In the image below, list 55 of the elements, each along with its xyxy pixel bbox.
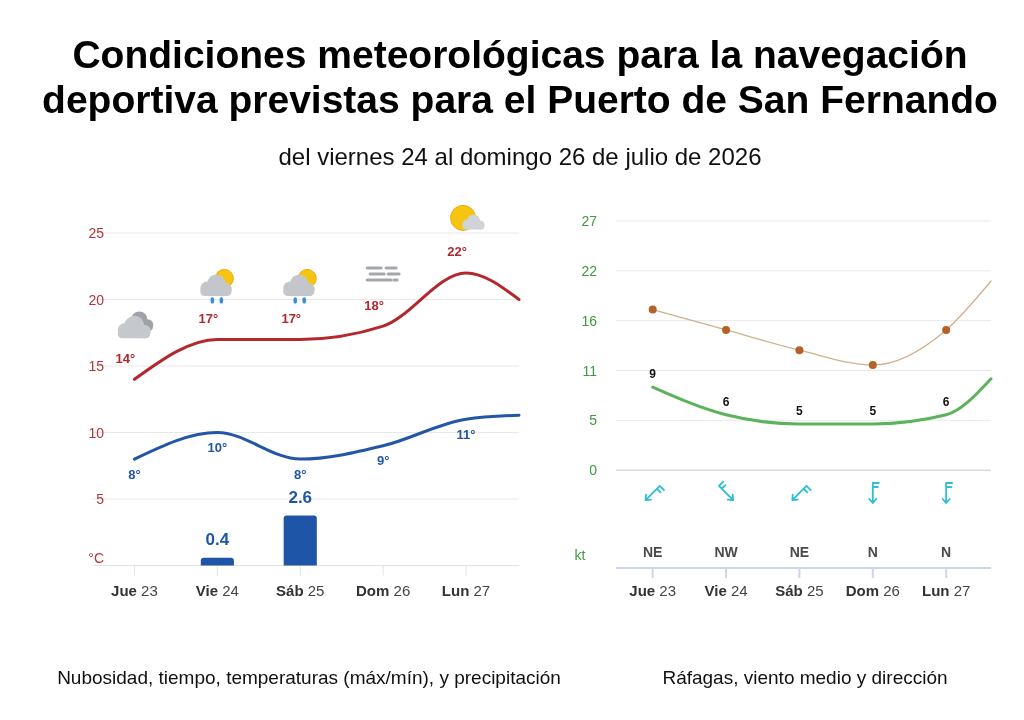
text: Nubosidad, tiempo, temperaturas (máx/mín), y precipitación [57, 667, 561, 688]
data-label: 18° [364, 297, 384, 313]
annotation: NE [642, 544, 663, 560]
data-label: 17° [198, 310, 219, 326]
x-tick-label: Lun 27 [441, 582, 491, 599]
y-tick-label: 27 [581, 213, 598, 229]
chart-title: Condiciones meteorológicas para la navegación deportiva previstas para el Puerto de San Fernando [42, 33, 998, 121]
y-tick-label: 16 [581, 312, 598, 329]
x-tick-label: Jue 23 [111, 582, 158, 599]
data-label: 10° [207, 440, 228, 455]
chart-subtitle: del viernes 24 al domingo 26 de julio de 2026 [278, 143, 762, 170]
data-label: 14° [115, 350, 136, 366]
y-tick-label: 25 [88, 225, 105, 241]
data-label: 0.4 [205, 530, 230, 550]
data-label: 11° [456, 426, 476, 442]
y-tick-label: 5 [589, 412, 598, 429]
data-label: 2.6 [288, 488, 313, 508]
data-label: 8° [128, 466, 141, 482]
y-axis-title: kt [574, 547, 586, 563]
y-tick-label: 20 [88, 291, 105, 308]
data-label: 6 [722, 394, 730, 409]
data-label: 8° [294, 466, 307, 482]
data-label: 5 [796, 404, 804, 419]
x-tick-label: Jue 23 [629, 582, 677, 599]
x-tick-label: Dom 26 [845, 582, 900, 599]
line-series [651, 377, 993, 426]
point [868, 360, 877, 369]
x-tick-label: Sáb 25 [276, 582, 325, 599]
y-tick-label: 11 [582, 362, 598, 379]
point [795, 346, 804, 355]
point [942, 325, 951, 334]
data-label: 9° [376, 453, 390, 469]
annotation: NW [714, 544, 739, 560]
annotation: N [941, 544, 952, 560]
x-tick-label: Lun 27 [921, 582, 971, 599]
y-tick-label: 22 [581, 262, 598, 279]
data-label: 5 [869, 404, 877, 419]
y-tick-label: 15 [88, 358, 105, 374]
x-tick-label: Vie 24 [195, 582, 239, 599]
x-tick-label: Sáb 25 [775, 582, 824, 599]
data-label: 6 [942, 394, 950, 409]
point [648, 305, 657, 314]
y-tick-label: 5 [96, 491, 105, 507]
x-tick-label: Vie 24 [704, 582, 748, 599]
data-label: 9 [649, 367, 657, 382]
y-tick-label: 0 [589, 462, 598, 479]
x-tick-label: Dom 26 [356, 582, 411, 599]
data-label: 22° [447, 244, 467, 260]
point [722, 325, 731, 334]
annotation: NE [789, 544, 810, 560]
text: Ráfagas, viento medio y dirección [662, 667, 948, 688]
data-label: 17° [281, 310, 302, 326]
annotation: N [867, 544, 878, 560]
y-tick-label: 10 [88, 424, 105, 441]
y-axis-title: °C [88, 550, 104, 566]
